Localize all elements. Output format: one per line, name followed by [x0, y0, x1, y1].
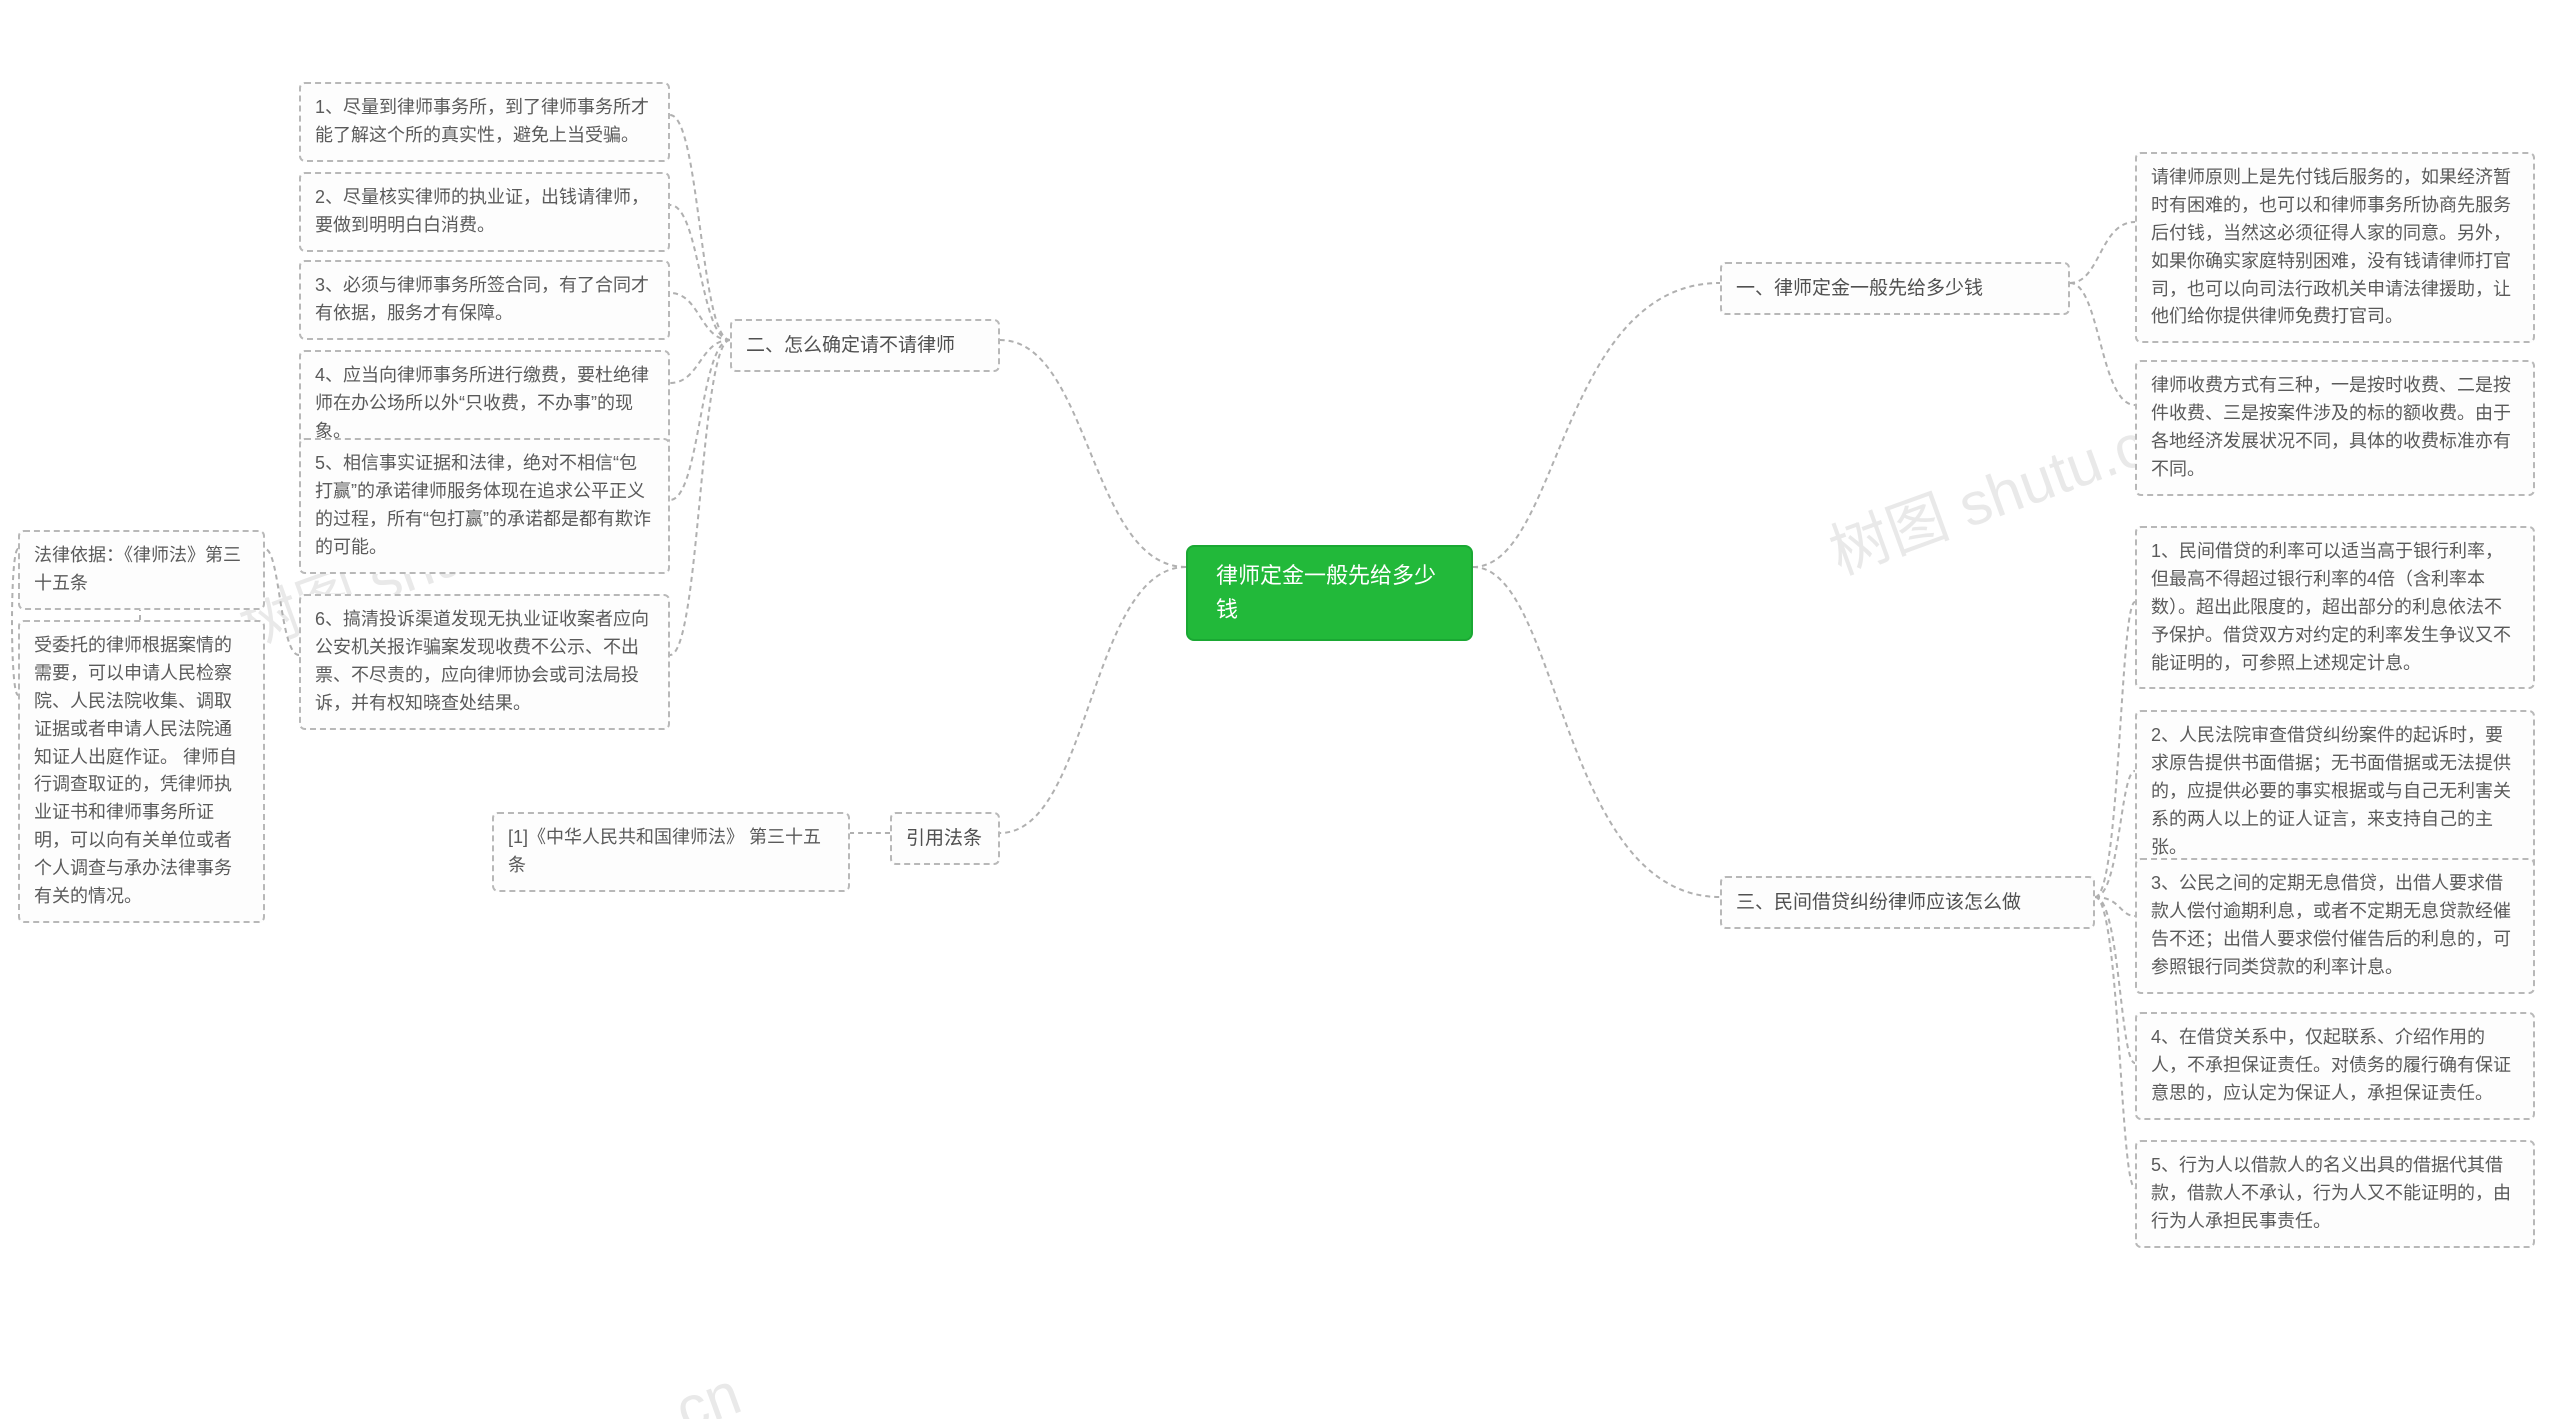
branch-3-leaf-5: 5、行为人以借款人的名义出具的借据代其借款，借款人不承认，行为人又不能证明的，由…: [2135, 1140, 2535, 1248]
root-node: 律师定金一般先给多少钱: [1186, 545, 1473, 641]
branch-2-leaf-3: 3、必须与律师事务所签合同，有了合同才有依据，服务才有保障。: [299, 260, 670, 340]
branch-3-leaf-3: 3、公民之间的定期无息借贷，出借人要求借款人偿付逾期利息，或者不定期无息贷款经催…: [2135, 858, 2535, 994]
branch-3: 三、民间借贷纠纷律师应该怎么做: [1720, 876, 2095, 929]
branch-2-sub: 法律依据：《律师法》第三十五条: [18, 530, 265, 610]
branch-3-leaf-1: 1、民间借贷的利率可以适当高于银行利率，但最高不得超过银行利率的4倍（含利率本数…: [2135, 526, 2535, 689]
branch-2-sub-leaf: 受委托的律师根据案情的需要，可以申请人民检察院、人民法院收集、调取证据或者申请人…: [18, 620, 265, 923]
watermark: .cn: [651, 1358, 750, 1419]
branch-2-leaf-2: 2、尽量核实律师的执业证，出钱请律师，要做到明明白白消费。: [299, 172, 670, 252]
branch-4: 引用法条: [890, 812, 1000, 865]
branch-1: 一、律师定金一般先给多少钱: [1720, 262, 2070, 315]
branch-4-leaf: [1]《中华人民共和国律师法》 第三十五条: [492, 812, 850, 892]
branch-1-leaf-2: 律师收费方式有三种，一是按时收费、二是按件收费、三是按案件涉及的标的额收费。由于…: [2135, 360, 2535, 496]
watermark: 树图 shutu.cn: [1816, 385, 2187, 591]
branch-3-leaf-4: 4、在借贷关系中，仅起联系、介绍作用的人，不承担保证责任。对债务的履行确有保证意…: [2135, 1012, 2535, 1120]
branch-1-leaf-1: 请律师原则上是先付钱后服务的，如果经济暂时有困难的，也可以和律师事务所协商先服务…: [2135, 152, 2535, 343]
branch-2-leaf-5: 5、相信事实证据和法律，绝对不相信“包打赢”的承诺律师服务体现在追求公平正义的过…: [299, 438, 670, 574]
branch-2-leaf-1: 1、尽量到律师事务所，到了律师事务所才能了解这个所的真实性，避免上当受骗。: [299, 82, 670, 162]
branch-3-leaf-2: 2、人民法院审查借贷纠纷案件的起诉时，要求原告提供书面借据；无书面借据或无法提供…: [2135, 710, 2535, 873]
branch-2-leaf-6: 6、搞清投诉渠道发现无执业证收案者应向公安机关报诈骗案发现收费不公示、不出票、不…: [299, 594, 670, 730]
branch-2: 二、怎么确定请不请律师: [730, 319, 1000, 372]
